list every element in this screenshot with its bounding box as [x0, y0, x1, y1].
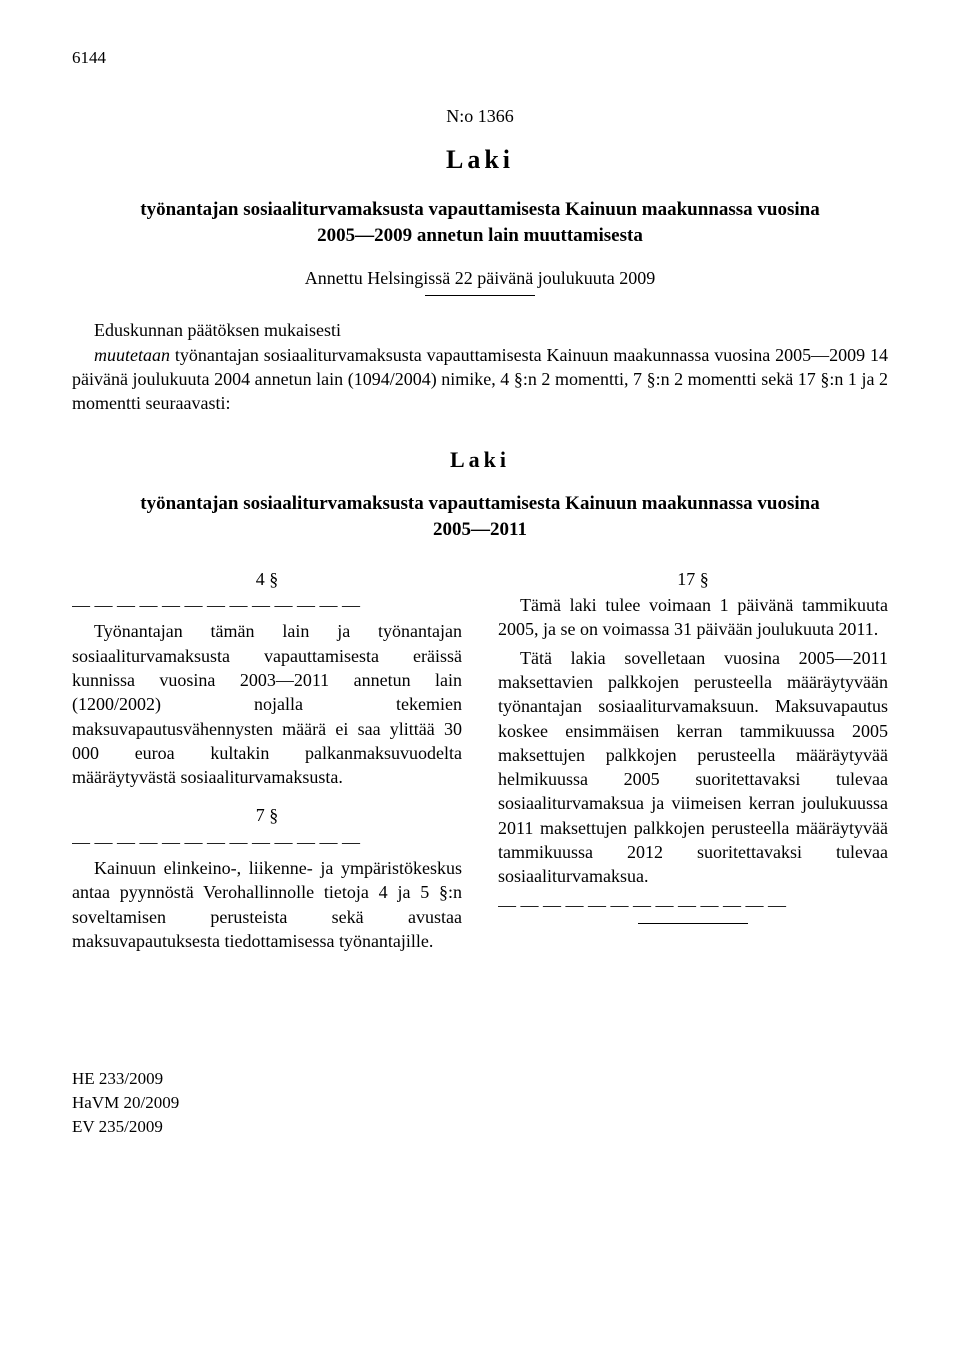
page: 6144 N:o 1366 Laki työnantajan sosiaalit…: [0, 0, 960, 1179]
sub-document-title: työnantajan sosiaaliturvamaksusta vapaut…: [100, 491, 860, 542]
reference-line: EV 235/2009: [72, 1115, 888, 1139]
right-column: 17 § Tämä laki tulee voimaan 1 päivänä t…: [498, 567, 888, 957]
section-4-heading: 4 §: [72, 567, 462, 591]
given-at-line: Annettu Helsingissä 22 päivänä joulukuut…: [72, 268, 888, 289]
section-17-paragraph-2: Tätä lakia sovelletaan vuosina 2005—2011…: [498, 646, 888, 889]
divider-rule-small: [638, 923, 748, 924]
document-title: työnantajan sosiaaliturvamaksusta vapaut…: [100, 197, 860, 248]
section-17-heading: 17 §: [498, 567, 888, 591]
preamble-rest: työnantajan sosiaaliturvamaksusta vapaut…: [72, 345, 888, 414]
page-number: 6144: [72, 48, 888, 68]
references-block: HE 233/2009 HaVM 20/2009 EV 235/2009: [72, 1067, 888, 1138]
section-17-text-1: Tämä laki tulee voimaan 1 päivänä tammik…: [498, 595, 888, 639]
section-4-paragraph: Työnantajan tämän lain ja työnantajan so…: [72, 619, 462, 789]
dash-separator: — — — — — — — — — — — — —: [498, 893, 888, 917]
section-4-text: Työnantajan tämän lain ja työnantajan so…: [72, 621, 462, 787]
preamble: Eduskunnan päätöksen mukaisesti muutetaa…: [72, 318, 888, 415]
two-column-body: 4 § — — — — — — — — — — — — — Työnantaja…: [72, 567, 888, 957]
preamble-lead: Eduskunnan päätöksen mukaisesti: [94, 320, 341, 340]
subtitle-line-1: työnantajan sosiaaliturvamaksusta vapaut…: [140, 493, 819, 514]
dash-separator: — — — — — — — — — — — — —: [72, 593, 462, 617]
sub-document-type-heading: Laki: [72, 447, 888, 473]
reference-line: HE 233/2009: [72, 1067, 888, 1091]
left-column: 4 § — — — — — — — — — — — — — Työnantaja…: [72, 567, 462, 957]
section-17-text-2: Tätä lakia sovelletaan vuosina 2005—2011…: [498, 648, 888, 887]
preamble-verb: muutetaan: [94, 345, 170, 365]
section-7-heading: 7 §: [72, 803, 462, 827]
section-7-text: Kainuun elinkeino-, liikenne- ja ympäris…: [72, 858, 462, 951]
document-number: N:o 1366: [72, 106, 888, 127]
divider-rule: [425, 295, 535, 296]
document-type-heading: Laki: [72, 145, 888, 175]
reference-line: HaVM 20/2009: [72, 1091, 888, 1115]
dash-separator: — — — — — — — — — — — — —: [72, 830, 462, 854]
section-7-paragraph: Kainuun elinkeino-, liikenne- ja ympäris…: [72, 856, 462, 953]
section-17-paragraph-1: Tämä laki tulee voimaan 1 päivänä tammik…: [498, 593, 888, 642]
title-line-1: työnantajan sosiaaliturvamaksusta vapaut…: [140, 199, 819, 220]
title-line-2: 2005—2009 annetun lain muuttamisesta: [317, 225, 643, 246]
subtitle-line-2: 2005—2011: [433, 519, 527, 540]
